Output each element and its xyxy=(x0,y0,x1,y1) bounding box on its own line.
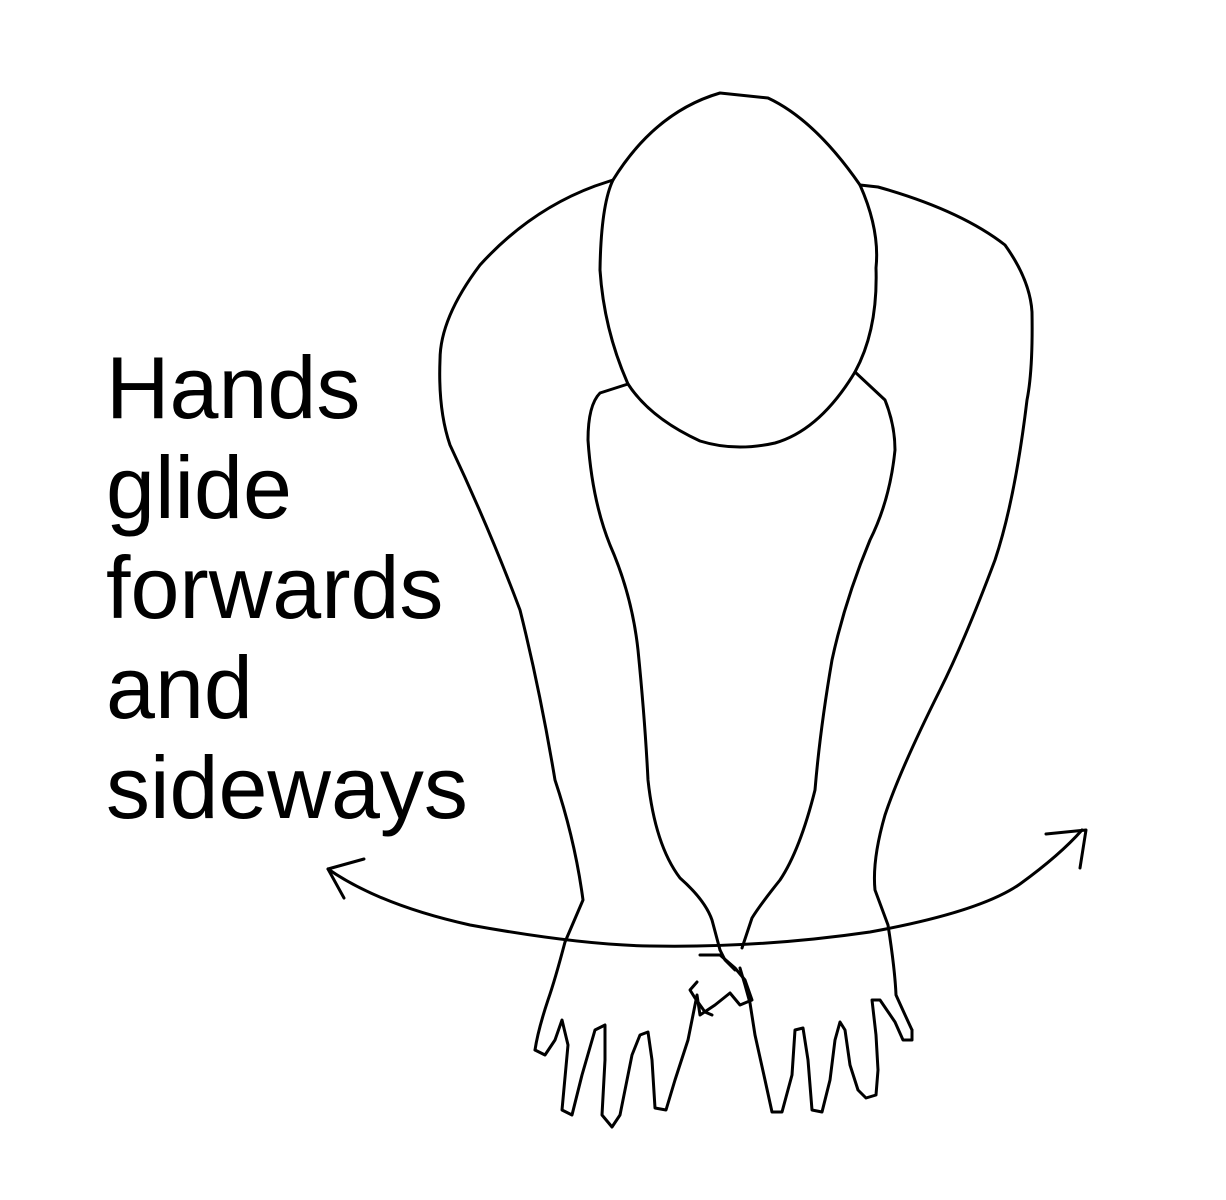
right-hand xyxy=(738,966,914,1114)
caption-line-2: glide xyxy=(106,438,292,537)
caption-line-5: sideways xyxy=(106,738,468,837)
motion-caption: Hands glide forwards and sideways xyxy=(106,338,468,838)
caption-line-3: forwards xyxy=(106,538,444,637)
left-hand xyxy=(533,953,754,1129)
head-outline xyxy=(598,91,879,449)
right-arrowhead xyxy=(1044,828,1088,870)
left-thumb-detail xyxy=(688,980,714,1017)
caption-line-1: Hands xyxy=(106,338,361,437)
motion-arrow-curve xyxy=(326,828,1084,948)
right-outer-arm xyxy=(858,183,1034,1032)
caption-line-4: and xyxy=(106,638,253,737)
left-arrowhead xyxy=(326,857,366,900)
right-inner-arm xyxy=(740,370,897,950)
left-wrist-crease xyxy=(718,948,737,972)
left-inner-arm xyxy=(586,382,722,952)
left-outer-arm xyxy=(438,178,615,1052)
